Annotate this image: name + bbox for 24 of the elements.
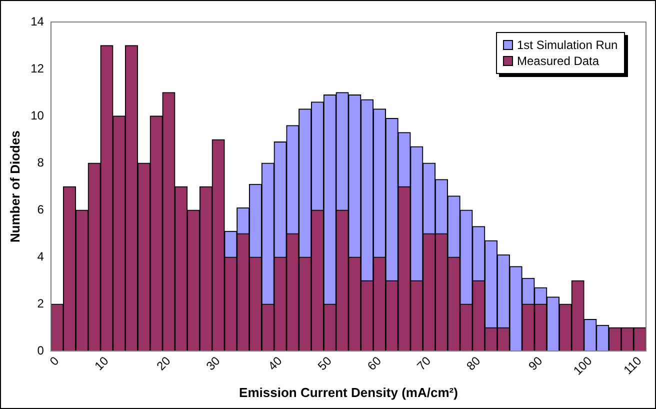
y-tick-label: 4 [37,249,44,264]
x-tick-label: 60 [364,353,384,374]
legend-label: 1st Simulation Run [517,38,618,52]
x-tick-label: 0 [46,353,62,368]
x-tick-label: 110 [620,353,644,378]
x-tick-label: 70 [414,353,434,374]
y-tick-label: 12 [30,61,44,76]
x-tick-label: 80 [464,353,484,374]
x-axis-title: Emission Current Density (mA/cm²) [239,384,458,400]
y-tick-label: 0 [37,343,44,358]
legend-label: Measured Data [517,54,600,68]
y-tick-label: 14 [30,14,44,28]
x-tick-label: 90 [526,353,546,374]
y-tick-label: 10 [30,108,44,122]
x-tick-label: 20 [154,353,174,374]
x-tick-label: 50 [314,353,335,374]
y-axis-title: Number of Diodes [7,130,22,243]
x-tick-label: 40 [265,353,285,374]
x-tick-label: 30 [203,353,223,374]
x-tick-label: 100 [570,353,595,378]
x-tick-label: 10 [92,353,112,374]
y-tick-label: 2 [37,296,44,310]
y-tick-label: 8 [37,155,44,170]
y-tick-label: 6 [37,202,44,216]
